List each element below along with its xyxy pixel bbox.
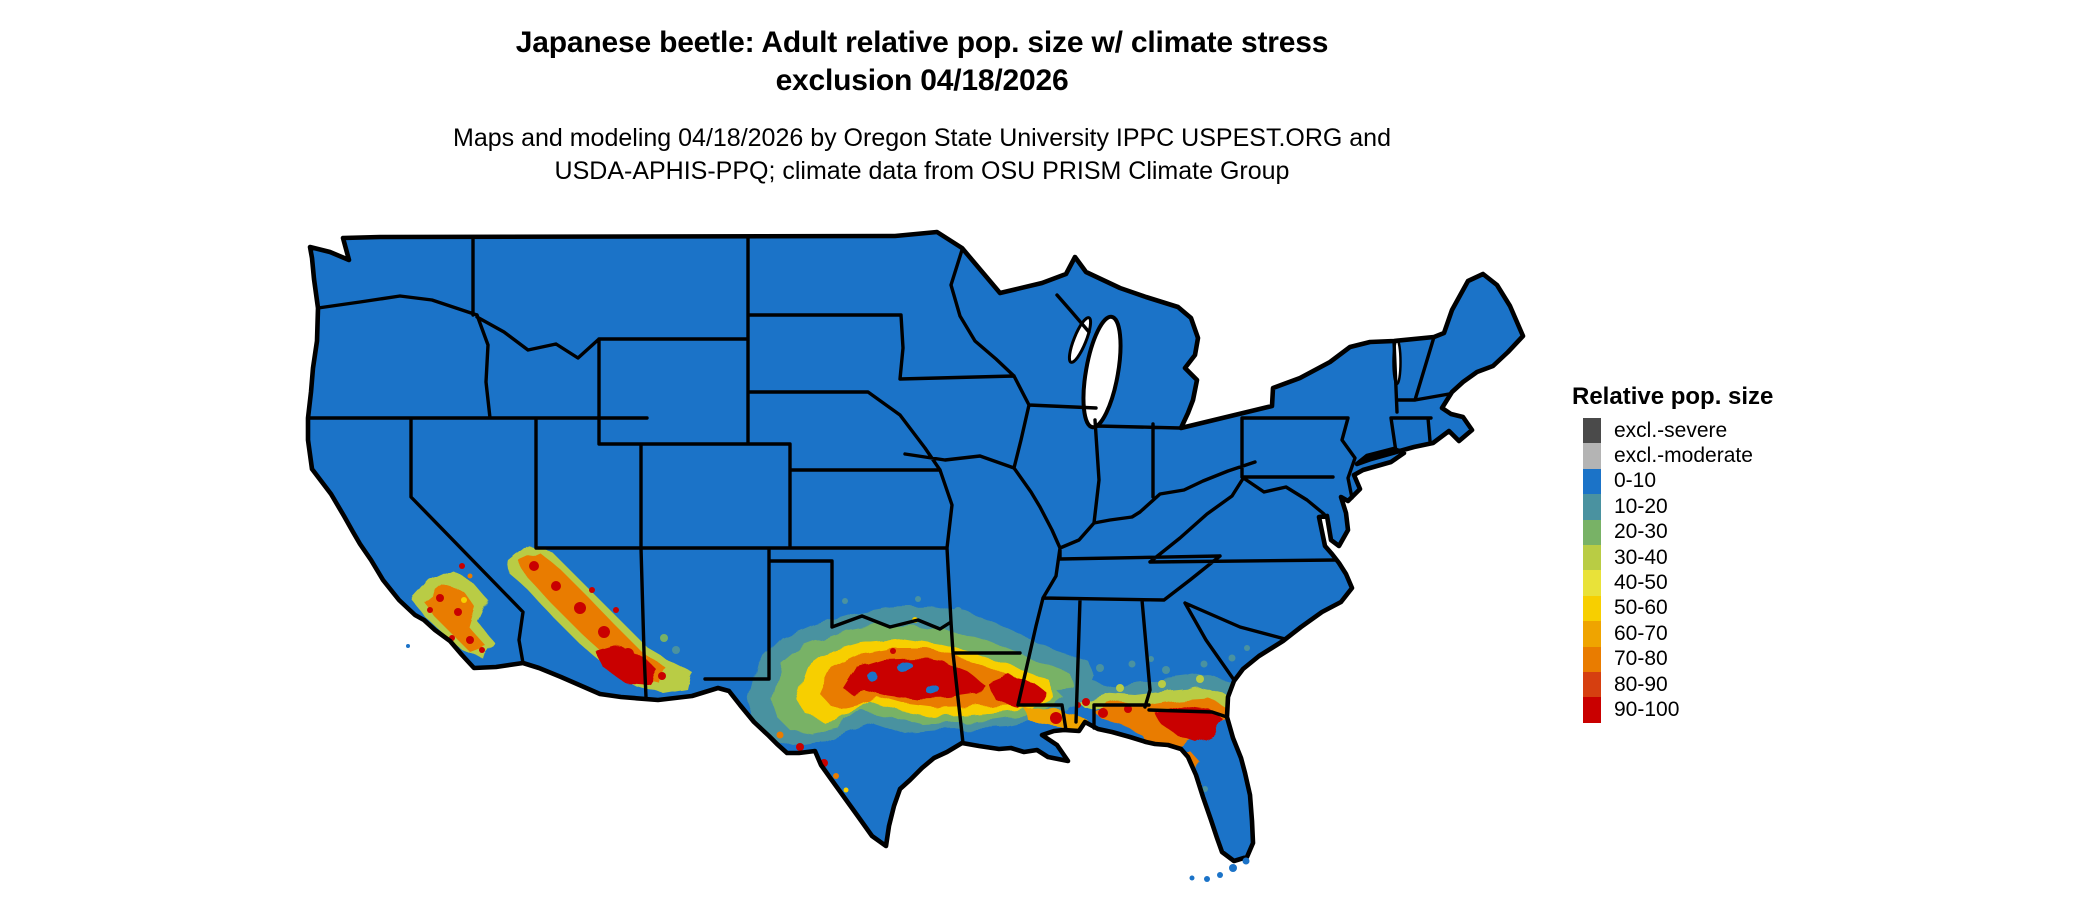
hotspot-louisiana-red [988,675,1046,708]
legend-label: 60-70 [1614,621,1668,645]
legend-swatch [1583,468,1601,495]
legend-swatch [1583,443,1601,469]
map-subtitle: Maps and modeling 04/18/2026 by Oregon S… [0,122,1844,188]
legend-swatch [1583,697,1601,723]
legend-swatch [1583,494,1601,520]
teal-speckles [672,596,1250,792]
coastline [305,229,1526,864]
legend-label: excl.-moderate [1614,444,1753,468]
legend-row: 50-60 [1583,595,1872,622]
legend-row: 30-40 [1583,544,1872,571]
legend-swatch [1583,544,1601,571]
legend-swatch [1583,418,1601,444]
lake-michigan [1081,314,1123,430]
hotspot-phoenix-red [596,645,658,684]
legend-swatch [1583,570,1601,596]
hotspot-northflorida-red [1155,706,1224,742]
legend-label: 70-80 [1614,647,1668,671]
map-title: Japanese beetle: Adult relative pop. siz… [0,24,1844,100]
legend-label: 30-40 [1614,545,1668,569]
hotspot-texas-red [843,658,984,700]
legend-label: 0-10 [1614,469,1657,493]
legend-row: excl.-moderate [1583,443,1872,469]
legend-swatch [1583,621,1601,647]
legend-row: 80-90 [1583,671,1872,698]
legend-row: excl.-severe [1583,418,1872,444]
legend-label: 20-30 [1614,520,1668,544]
legend-title: Relative pop. size [1572,383,1774,410]
legend-row: 70-80 [1583,646,1872,672]
florida-keys-dots [406,644,1250,882]
legend-swatch [1583,595,1601,622]
map-legend: Relative pop. size excl.-severe excl.-mo… [1572,384,1872,723]
orange-speckles [467,573,839,779]
legend-swatch [1583,671,1601,698]
legend-label: excl.-severe [1614,418,1728,442]
legend-row: 20-30 [1583,519,1872,545]
legend-label: 10-20 [1614,494,1668,518]
legend-label: 40-50 [1614,571,1668,595]
legend-label: 50-60 [1614,596,1668,620]
legend-row: 40-50 [1583,570,1872,596]
legend-swatch [1583,519,1601,545]
legend-label: 90-100 [1614,697,1680,721]
hotspot-socal-orange [424,586,486,652]
legend-entries: excl.-severe excl.-moderate 0-10 10-20 2… [1583,418,1872,723]
us-map-svg [305,229,1526,882]
us-map [300,228,1562,892]
legend-row: 0-10 [1583,468,1872,495]
map-subtitle-line1: Maps and modeling 04/18/2026 by Oregon S… [453,124,1391,152]
legend-row: 90-100 [1583,697,1872,723]
yellowgreen-speckles [1116,675,1204,692]
legend-row: 60-70 [1583,621,1872,647]
map-subtitle-line2: USDA-APHIS-PPQ; climate data from OSU PR… [554,157,1290,185]
legend-row: 10-20 [1583,494,1872,520]
map-title-line1: Japanese beetle: Adult relative pop. siz… [515,26,1329,59]
legend-swatch [1583,646,1601,672]
texas-blue-holes [869,661,940,695]
legend-label: 80-90 [1614,672,1668,696]
map-title-line2: exclusion 04/18/2026 [775,64,1069,97]
state-borders [306,235,1451,745]
